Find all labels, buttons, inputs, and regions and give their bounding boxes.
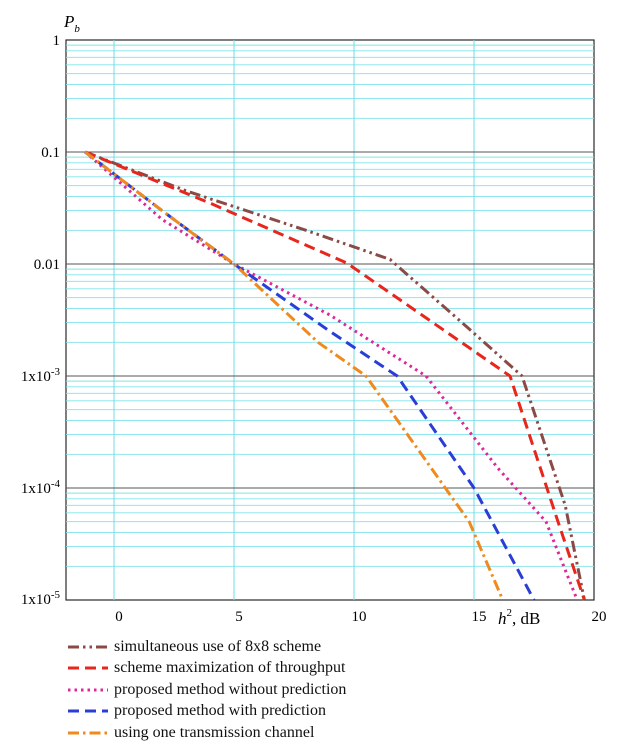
series-line-5 (84, 150, 505, 601)
x-tick-label: 15 (472, 609, 487, 625)
legend-label: simultaneous use of 8x8 scheme (114, 637, 322, 655)
legend-label: using one transmission channel (114, 723, 315, 741)
y-tick-label: 1x10-3 (21, 366, 61, 385)
series-layer (84, 150, 586, 601)
legend-item: proposed method without prediction (66, 679, 346, 701)
legend-label: scheme maximization of throughput (114, 659, 346, 677)
grid (65, 39, 595, 601)
legend-label: proposed method with prediction (114, 702, 326, 720)
y-tick-labels: 1 0.1 0.01 1x10-3 1x10-4 1x10-5 (21, 33, 61, 608)
y-tick-label: 1 (53, 33, 61, 49)
y-tick-label: 1x10-4 (21, 478, 61, 497)
legend-label: proposed method without prediction (114, 680, 347, 698)
legend-item: scheme maximization of throughput (66, 658, 346, 680)
legend-swatch (68, 731, 108, 735)
chart: 1 0.1 0.01 1x10-3 1x10-4 1x10-5 0 5 10 15 20 Pb h… (21, 12, 607, 628)
y-tick-label: 1x10-5 (21, 589, 61, 608)
x-tick-label: 0 (115, 609, 123, 625)
legend: simultaneous use of 8x8 scheme scheme max… (66, 636, 346, 744)
legend-swatch (68, 709, 108, 713)
plot-area (65, 39, 595, 601)
y-tick-label: 0.01 (34, 257, 60, 273)
x-tick-labels: 0 5 10 15 20 (115, 609, 606, 625)
y-tick-label: 0.1 (41, 145, 60, 161)
legend-item: simultaneous use of 8x8 scheme (66, 636, 346, 658)
x-tick-label: 10 (352, 609, 367, 625)
x-axis-label: h2, dB (498, 607, 540, 628)
x-tick-label: 20 (592, 609, 607, 625)
series-line-3 (84, 150, 579, 601)
legend-item: proposed method with prediction (66, 701, 346, 723)
y-axis-label: Pb (63, 12, 80, 35)
series-line-4 (84, 150, 536, 601)
legend-swatch (68, 645, 108, 649)
x-tick-label: 5 (235, 609, 243, 625)
series-line-1 (84, 150, 586, 601)
series-line-2 (84, 150, 586, 601)
legend-item: using one transmission channel (66, 722, 346, 744)
legend-swatch (68, 688, 108, 692)
legend-swatch (68, 666, 108, 670)
